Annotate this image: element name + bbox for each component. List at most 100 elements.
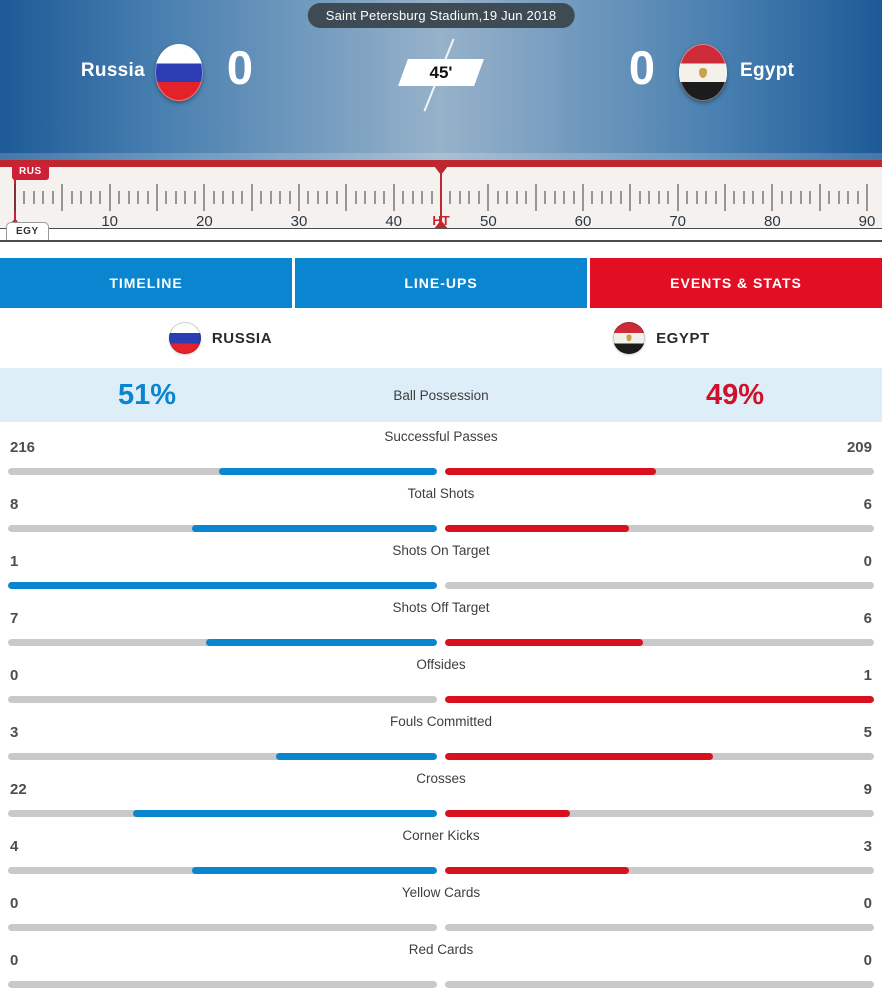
minute-tick [724,184,726,211]
minute-tick [752,191,754,204]
minute-tick [203,184,205,211]
stat-home-bar [218,468,437,475]
tab-line-ups[interactable]: LINE-UPS [295,258,587,308]
ball-possession-row: 51% Ball Possession 49% [0,368,882,422]
stat-away-value: 0 [863,553,872,570]
minute-tick [402,191,404,204]
stat-home-bar [132,810,437,817]
match-stats-list: Successful Passes 216 209 Total Shots 8 6 Shot… [0,422,882,992]
minute-tick [658,191,660,204]
stat-label: Successful Passes [384,429,498,444]
minute-tick [743,191,745,204]
minute-tick [251,184,253,211]
minute-tick [23,191,25,204]
minute-label: 70 [669,213,686,230]
stat-home-track [8,753,437,760]
minute-tick [629,184,631,211]
stat-home-bar [206,639,437,646]
minute-tick [573,191,575,204]
minute-tick [345,184,347,211]
minute-tick [383,191,385,204]
stat-row: Successful Passes 216 209 [0,422,882,479]
stat-away-bar [445,753,714,760]
stat-home-track [8,468,437,475]
match-timeline-ruler[interactable]: RUS 10 20 30 40 50 60 70 80 90 HT EGY [0,160,882,242]
minute-tick [336,191,338,204]
stat-home-track [8,696,437,703]
away-team-header: EGYPT [441,308,882,368]
stat-home-track [8,639,437,646]
match-header: Saint Petersburg Stadium,19 Jun 2018 Rus… [0,0,882,160]
minute-tick [828,191,830,204]
stat-away-track [445,582,874,589]
stat-away-value: 0 [863,952,872,969]
stat-home-value: 7 [10,610,19,627]
home-team-name: Russia [80,60,145,81]
halftime-marker-line [440,162,442,228]
stat-away-value: 209 [846,439,872,456]
stat-away-value: 1 [863,667,872,684]
minute-tick [421,191,423,204]
minute-tick [147,191,149,204]
minute-tick [326,191,328,204]
minute-tick [591,191,593,204]
egypt-eagle-emblem-icon [699,67,707,78]
russia-flag-icon [155,44,203,101]
stat-home-track [8,810,437,817]
minute-tick [459,191,461,204]
minute-tick [80,191,82,204]
home-team-label: RUSSIA [211,329,273,347]
away-team-label: EGYPT [656,329,710,347]
minute-label: 40 [385,213,402,230]
stat-label: Yellow Cards [401,885,481,900]
stat-home-track [8,525,437,532]
minute-tick [184,191,186,204]
minute-tick [563,191,565,204]
minute-tick [819,184,821,211]
minute-tick [42,191,44,204]
stat-away-bar [445,639,643,646]
minute-tick [213,191,215,204]
minute-tick [601,191,603,204]
tab-timeline[interactable]: TIMELINE [0,258,292,308]
minute-tick [260,191,262,204]
stat-label: Shots On Target [392,543,490,558]
minute-tick [175,191,177,204]
venue-badge: Saint Petersburg Stadium,19 Jun 2018 [307,3,575,28]
stat-row: Shots Off Target 7 6 [0,593,882,650]
egypt-flag-icon [613,322,646,354]
minute-tick [497,191,499,204]
away-track-badge: EGY [6,222,49,240]
minute-tick [90,191,92,204]
tab-bar: TIMELINE LINE-UPS EVENTS & STATS [0,258,882,308]
minute-tick [790,191,792,204]
stat-home-value: 1 [10,553,19,570]
minute-tick [544,191,546,204]
minute-tick [52,191,54,204]
minute-tick [241,191,243,204]
minute-tick [355,191,357,204]
tab-events-stats[interactable]: EVENTS & STATS [590,258,882,308]
egypt-eagle-emblem-icon [626,334,632,342]
stat-away-bar [445,525,629,532]
stat-home-bar [276,753,437,760]
stat-home-value: 3 [10,724,19,741]
stat-away-track [445,468,874,475]
minute-tick [771,184,773,211]
minute-tick [715,191,717,204]
minute-tick [317,191,319,204]
minute-tick [364,191,366,204]
stat-away-track [445,867,874,874]
stat-away-value: 9 [863,781,872,798]
ruler-scale: 10 20 30 40 50 60 70 80 90 HT [10,160,875,240]
minute-tick [33,191,35,204]
minute-tick [468,191,470,204]
minute-tick [393,184,395,211]
stat-home-track [8,867,437,874]
stat-away-bar [445,867,629,874]
stat-home-value: 216 [10,439,36,456]
minute-label: 60 [574,213,592,230]
stat-away-value: 6 [863,610,872,627]
minute-tick [289,191,291,204]
stat-row: Red Cards 0 0 [0,935,882,992]
